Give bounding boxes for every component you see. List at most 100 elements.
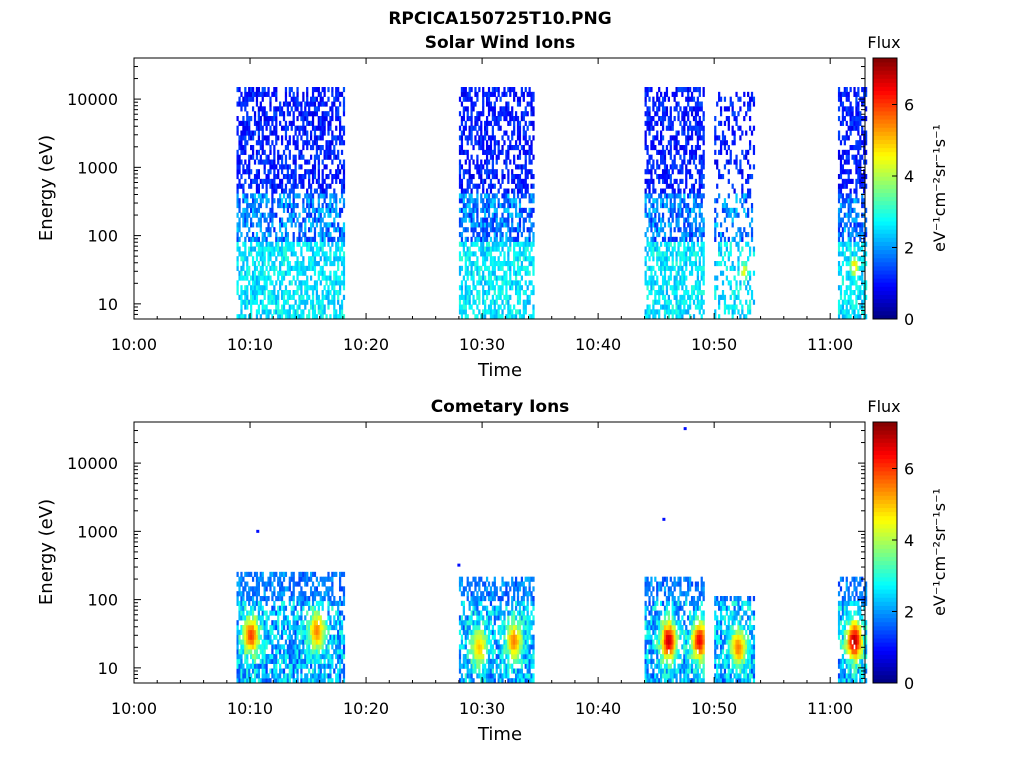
- heatmap-cell: [333, 101, 336, 107]
- heatmap-cell: [248, 236, 251, 242]
- heatmap-cell: [242, 673, 245, 679]
- heatmap-cell: [700, 159, 703, 165]
- heatmap-cell: [839, 285, 843, 291]
- heatmap-cell: [257, 270, 260, 276]
- heatmap-cell: [329, 212, 332, 218]
- heatmap-cell: [309, 154, 313, 160]
- heatmap-cell: [677, 101, 680, 107]
- heatmap-cell: [735, 198, 738, 204]
- heatmap-cell: [482, 309, 485, 315]
- heatmap-cell: [739, 125, 742, 131]
- heatmap-cell: [271, 164, 274, 170]
- heatmap-cell: [505, 91, 508, 97]
- heatmap-cell: [663, 91, 667, 97]
- heatmap-cell: [865, 314, 868, 320]
- heatmap-cell: [327, 111, 330, 117]
- heatmap-cell: [658, 149, 661, 155]
- heatmap-cell: [743, 116, 746, 122]
- heatmap-cell: [685, 178, 688, 184]
- heatmap-cell: [294, 178, 297, 184]
- heatmap-cell: [485, 290, 489, 296]
- colorbar-step: [873, 159, 897, 165]
- heatmap-cell: [694, 120, 698, 126]
- heatmap-cell: [839, 91, 843, 97]
- heatmap-cell: [667, 236, 670, 242]
- heatmap-cell: [259, 246, 262, 252]
- heatmap-cell: [687, 125, 690, 131]
- heatmap-cell: [263, 178, 266, 184]
- heatmap-cell: [261, 125, 264, 131]
- heatmap-cell: [271, 91, 274, 97]
- heatmap-cell: [259, 625, 262, 631]
- heatmap-cell: [244, 256, 247, 262]
- heatmap-cell: [277, 673, 280, 679]
- heatmap-cell: [464, 251, 467, 257]
- heatmap-cell: [333, 251, 336, 257]
- heatmap-cell: [723, 251, 727, 257]
- heatmap-cell: [687, 222, 690, 228]
- heatmap-cell: [317, 101, 320, 107]
- heatmap-cell: [863, 232, 866, 238]
- heatmap-cell: [843, 140, 846, 146]
- heatmap-cell: [650, 174, 653, 180]
- heatmap-cell: [282, 236, 286, 242]
- heatmap-cell: [644, 261, 647, 267]
- heatmap-cell: [342, 275, 346, 281]
- heatmap-cell: [532, 135, 535, 141]
- heatmap-cell: [286, 620, 290, 626]
- heatmap-cell: [253, 275, 257, 281]
- heatmap-cell: [518, 101, 522, 107]
- heatmap-cell: [476, 154, 479, 160]
- heatmap-cell: [497, 149, 500, 155]
- heatmap-cell: [507, 120, 510, 126]
- heatmap-cell: [729, 159, 732, 165]
- heatmap-cell: [246, 203, 249, 209]
- heatmap-cell: [267, 673, 270, 679]
- heatmap-cell: [253, 285, 257, 291]
- heatmap-cell: [847, 314, 850, 320]
- heatmap-cell: [530, 241, 533, 247]
- heatmap-cell: [302, 183, 305, 189]
- heatmap-cell: [290, 212, 293, 218]
- heatmap-cell: [845, 241, 848, 247]
- heatmap-cell: [261, 610, 264, 616]
- heatmap-cell: [253, 663, 257, 669]
- heatmap-cell: [261, 615, 264, 621]
- heatmap-cell: [841, 116, 845, 122]
- heatmap-cell: [839, 193, 843, 199]
- heatmap-cell: [654, 280, 657, 286]
- colorbar-step: [873, 123, 897, 128]
- heatmap-cell: [257, 174, 260, 180]
- heatmap-cell: [315, 294, 319, 300]
- heatmap-cell: [648, 314, 651, 320]
- heatmap-cell: [323, 222, 326, 228]
- heatmap-cell: [849, 145, 852, 151]
- heatmap-cell: [333, 309, 336, 315]
- heatmap-cell: [265, 658, 268, 664]
- heatmap-cell: [731, 217, 734, 223]
- heatmap-cell: [648, 178, 651, 184]
- heatmap-cell: [257, 188, 260, 194]
- heatmap-cell: [644, 212, 647, 218]
- heatmap-cell: [518, 212, 522, 218]
- heatmap-cell: [857, 178, 860, 184]
- heatmap-cell: [654, 207, 657, 213]
- heatmap-cell: [342, 203, 346, 209]
- heatmap-cell: [514, 241, 518, 247]
- heatmap-cell: [321, 130, 324, 136]
- heatmap-cell: [311, 222, 315, 228]
- heatmap-cell: [342, 232, 346, 238]
- heatmap-cell: [847, 169, 850, 175]
- heatmap-cell: [681, 159, 684, 165]
- heatmap-cell: [493, 217, 496, 223]
- heatmap-cell: [240, 654, 243, 660]
- heatmap-cell: [482, 217, 485, 223]
- heatmap-cell: [275, 106, 278, 112]
- heatmap-cell: [727, 169, 730, 175]
- heatmap-cell: [514, 270, 518, 276]
- heatmap-cell: [327, 241, 330, 247]
- heatmap-cell: [236, 256, 239, 262]
- heatmap-cell: [532, 193, 535, 199]
- heatmap-cell: [513, 154, 516, 160]
- heatmap-cell: [257, 639, 260, 645]
